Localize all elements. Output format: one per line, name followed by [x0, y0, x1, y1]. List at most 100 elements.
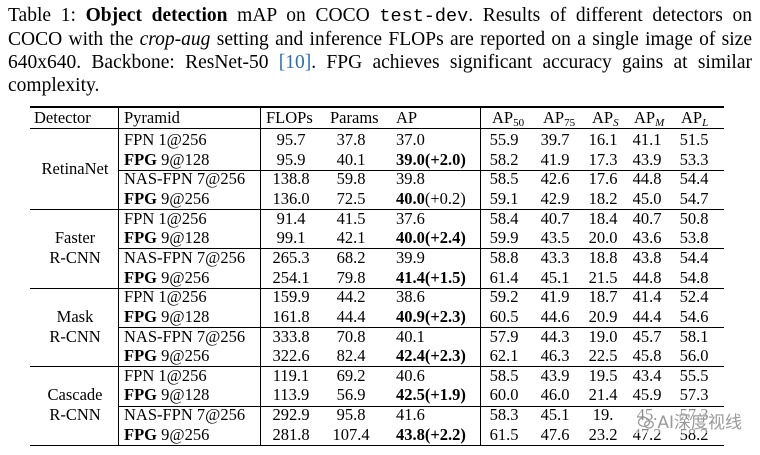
ap75-cell: 40.7 — [540, 208, 570, 228]
ap-value: 41.6 — [396, 405, 425, 425]
caption-label: Table 1: — [8, 5, 86, 26]
aps-cell: 19.0 — [588, 326, 618, 346]
ap50-cell: 58.3 — [489, 405, 519, 425]
subgroup-rule — [118, 248, 724, 250]
params-cell: 70.8 — [336, 326, 366, 346]
ap-cell: 42.4(+2.3) — [396, 346, 466, 365]
pyramid-config: 9@128 — [157, 228, 210, 248]
table-row: FPN 1@256 119.1 69.2 40.6 58.5 43.9 19.5 43.4 55… — [30, 366, 724, 385]
pyramid-config: 9@256 — [157, 267, 210, 287]
ap75-cell: 42.6 — [540, 169, 570, 189]
ap-value: 39.8 — [396, 169, 425, 189]
caption-reference-link[interactable]: [10] — [278, 52, 312, 73]
apm-cell: 41.1 — [632, 130, 662, 149]
detector-name-line2: R-CNN — [49, 405, 101, 425]
header-apm-base: AP — [634, 108, 656, 127]
pyramid-cell: FPG 9@128 — [124, 385, 209, 404]
header-ap75-base: AP — [543, 108, 565, 127]
apl-cell: 54.6 — [679, 306, 709, 326]
params-cell: 40.1 — [336, 149, 366, 169]
params-cell: 56.9 — [336, 385, 366, 405]
params-cell: 68.2 — [336, 247, 366, 267]
ap50-cell: 58.5 — [489, 365, 519, 385]
apl-cell: 54.7 — [679, 188, 709, 208]
params-cell: 37.8 — [336, 130, 366, 149]
params-cell: 41.5 — [336, 208, 366, 228]
ap50-cell: 58.4 — [489, 208, 519, 228]
pyramid-name: FPN — [124, 130, 155, 149]
pyramid-name: FPN — [124, 208, 155, 228]
table-row: NAS-FPN 7@256 265.3 68.2 39.9 58.8 43.3 18.8 43… — [30, 248, 724, 267]
flops-cell: 113.9 — [272, 385, 310, 405]
group-rule — [30, 209, 724, 211]
pyramid-cell: FPG 9@256 — [124, 268, 209, 287]
aps-cell: 21.4 — [588, 385, 618, 405]
apm-cell: 43.6 — [632, 228, 662, 248]
pyramid-cell: NAS-FPN 7@256 — [124, 405, 245, 424]
ap-cell: 39.8 — [396, 169, 425, 188]
ap75-cell: 46.3 — [540, 346, 570, 366]
pyramid-name: FPN — [124, 287, 155, 307]
pyramid-config: 9@256 — [157, 346, 210, 366]
aps-cell: 19.5 — [588, 365, 618, 385]
table-row: FPG 9@256 254.1 79.8 41.4(+1.5) 61.4 45.1 21.5… — [30, 268, 724, 287]
header-ap: AP — [396, 108, 418, 127]
ap-cell: 43.8(+2.2) — [396, 425, 466, 444]
detector-name-line1: Mask — [56, 306, 94, 326]
apl-cell: 54.4 — [679, 247, 709, 267]
ap50-cell: 59.1 — [489, 188, 519, 208]
ap-value: 37.6 — [396, 208, 425, 228]
params-cell: 72.5 — [336, 188, 366, 208]
header-rule — [30, 128, 724, 129]
detector-name-line2: R-CNN — [49, 326, 101, 346]
ap50-cell: 62.1 — [489, 346, 519, 366]
flops-cell: 254.1 — [272, 267, 310, 287]
caption-title: Object detection — [85, 5, 228, 26]
ap-cell: 40.0(+2.4) — [396, 228, 466, 247]
pyramid-cell: NAS-FPN 7@256 — [124, 169, 245, 188]
flops-cell: 292.9 — [272, 405, 310, 425]
pyramid-config: 1@256 — [154, 208, 207, 228]
ap75-cell: 44.3 — [540, 326, 570, 346]
pyramid-name: FPG — [124, 267, 157, 287]
detector-name-line2: R-CNN — [49, 247, 101, 267]
table-row: FPN 1@256 95.7 37.8 37.0 55.9 39.7 16.1 41.1 51.… — [30, 130, 724, 149]
aps-cell: 19. — [592, 405, 614, 425]
ap-delta: (+2.4) — [424, 228, 466, 248]
group-rule — [30, 287, 724, 289]
apl-cell: 52.4 — [679, 287, 709, 307]
pyramid-name: FPG — [124, 424, 157, 444]
params-cell: 69.2 — [336, 365, 366, 385]
apm-cell: 44.8 — [632, 169, 662, 189]
pyramid-config: 9@128 — [157, 149, 210, 169]
pyramid-config: 1@256 — [154, 287, 207, 307]
pyramid-cell: FPG 9@256 — [124, 425, 209, 444]
flops-cell: 136.0 — [272, 188, 310, 208]
header-ap50: AP50 — [492, 108, 525, 129]
apl-cell: 50.8 — [679, 208, 709, 228]
params-cell: 82.4 — [336, 346, 366, 366]
header-ap75-sub: 75 — [564, 117, 576, 129]
apl-cell: 58.1 — [679, 326, 709, 346]
apm-cell: 45.8 — [632, 346, 662, 366]
header-apm-sub: M — [655, 117, 665, 129]
ap75-cell: 47.6 — [540, 424, 570, 444]
ap-value: 40.1 — [396, 326, 425, 346]
pyramid-cell: NAS-FPN 7@256 — [124, 327, 245, 346]
caption-text-4: . FPG achieves significant accuracy gain… — [8, 52, 752, 96]
pyramid-config: 7@256 — [192, 247, 246, 267]
pyramid-cell: FPN 1@256 — [124, 209, 207, 228]
header-ap50-sub: 50 — [513, 117, 525, 129]
pyramid-cell: FPG 9@256 — [124, 346, 209, 365]
ap75-cell: 41.9 — [540, 149, 570, 169]
ap-cell: 38.6 — [396, 287, 425, 306]
aps-cell: 18.7 — [588, 287, 618, 307]
table-row: FPG 9@128 99.1 42.1 40.0(+2.4) 59.9 43.5 20.0 4… — [30, 228, 724, 247]
detector-name-line1: Faster — [54, 227, 96, 247]
apl-cell: 57.3 — [679, 385, 709, 405]
group-rule — [30, 366, 724, 368]
ap75-cell: 43.5 — [540, 228, 570, 248]
ap75-cell: 41.9 — [540, 287, 570, 307]
pyramid-cell: NAS-FPN 7@256 — [124, 248, 245, 267]
pyramid-config: 7@256 — [192, 169, 246, 189]
